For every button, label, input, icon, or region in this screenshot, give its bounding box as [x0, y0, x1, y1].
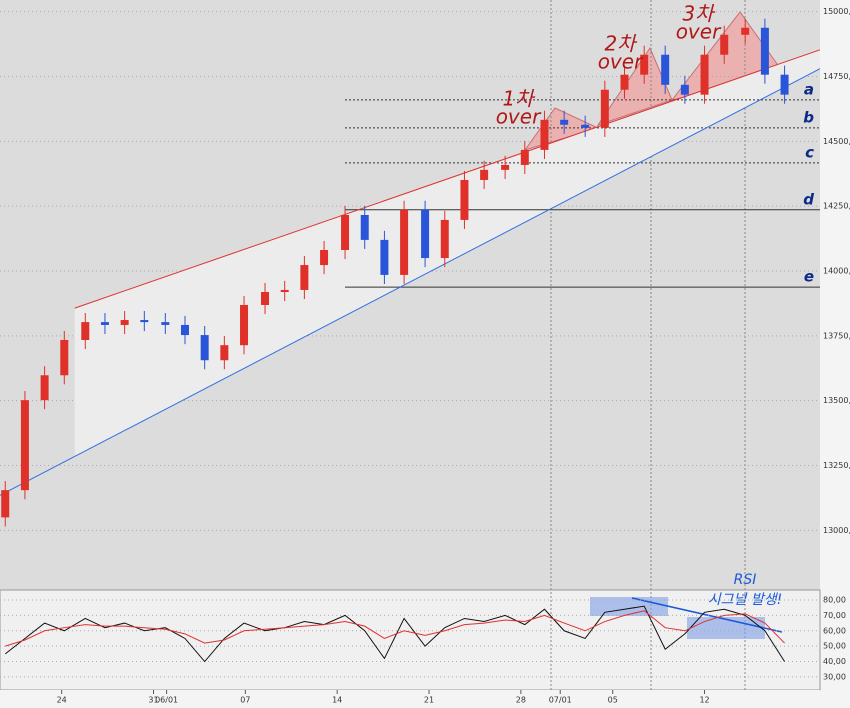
candle-body [741, 27, 750, 35]
candle-body [640, 54, 649, 75]
rsi-note: 시그널 발생! [708, 592, 782, 608]
y-tick-label: 14750,0 [823, 72, 850, 81]
candle-body [320, 250, 329, 266]
candle-body [560, 119, 569, 125]
level-label: b [803, 108, 814, 126]
level-label: a [804, 80, 814, 98]
candle-body [200, 335, 209, 361]
candle-body [60, 339, 69, 376]
y-tick-label: 70,00 [823, 611, 846, 620]
y-tick-label: 30,00 [823, 672, 846, 681]
y-tick-label: 13750,0 [823, 331, 850, 340]
candle-body [421, 209, 430, 259]
annotation: 1차 [502, 87, 536, 111]
y-tick-label: 40,00 [823, 657, 846, 666]
rsi-panel [0, 589, 821, 691]
candle-body [261, 292, 270, 305]
y-tick-label: 14000,0 [823, 267, 850, 276]
candle-body [140, 320, 149, 323]
candle-body [400, 209, 409, 275]
candle-body [180, 324, 189, 336]
y-tick-label: 15000,0 [823, 7, 850, 16]
annotation: 3차 [682, 2, 716, 26]
rsi-highlight [687, 617, 765, 639]
level-label: c [805, 143, 814, 161]
candle-body [680, 84, 689, 95]
candle-body [600, 89, 609, 128]
annotation: over [676, 20, 722, 44]
candle-body [120, 320, 129, 325]
y-tick-label: 13000,0 [823, 526, 850, 535]
candle-body [460, 179, 469, 220]
trend-line [74, 49, 821, 309]
rsi-trend [631, 597, 783, 633]
x-tick-label: 12 [699, 696, 709, 705]
candle-body [300, 265, 309, 290]
candle-body [20, 400, 29, 491]
time-axis [0, 690, 820, 708]
candle-body [720, 34, 729, 55]
candle-body [100, 322, 109, 325]
y-tick-label: 14250,0 [823, 202, 850, 211]
candle-body [220, 345, 229, 361]
x-tick-label: 07 [240, 696, 250, 705]
x-tick-label: 24 [57, 696, 67, 705]
x-tick-label: 28 [516, 696, 526, 705]
candle-body [1, 490, 10, 518]
x-tick-label: 06/01 [155, 696, 178, 705]
annotation: over [496, 105, 542, 129]
candle-body [360, 214, 369, 240]
candle-body [341, 214, 350, 251]
candle-body [240, 304, 249, 346]
candle-body [480, 169, 489, 180]
candle-body [620, 74, 629, 90]
candle-body [81, 322, 90, 340]
y-tick-label: 80,00 [823, 596, 846, 605]
candle-body [760, 27, 769, 75]
y-tick-label: 60,00 [823, 626, 846, 635]
channel-area [0, 49, 820, 496]
annotation: 2차 [604, 32, 638, 56]
candle-body [780, 74, 789, 95]
y-tick-label: 13250,0 [823, 461, 850, 470]
level-label: d [803, 190, 814, 208]
x-tick-label: 21 [424, 696, 434, 705]
candle-body [700, 54, 709, 95]
annotation: over [598, 50, 644, 74]
y-tick-label: 13500,0 [823, 396, 850, 405]
rsi-line [5, 610, 785, 647]
x-tick-label: 07/01 [549, 696, 572, 705]
y-tick-label: 14500,0 [823, 137, 850, 146]
y-tick-label: 50,00 [823, 642, 846, 651]
x-tick-label: 05 [608, 696, 618, 705]
candle-body [440, 219, 449, 259]
level-label: e [804, 268, 814, 286]
candle-body [501, 164, 510, 170]
x-tick-label: 31 [148, 696, 158, 705]
candle-body [520, 149, 529, 165]
trend-line [0, 68, 821, 496]
candle-body [661, 54, 670, 85]
candle-body [540, 119, 549, 150]
rsi-note: RSI [734, 572, 757, 588]
candle-body [581, 124, 590, 128]
axis-panel [820, 0, 850, 708]
candle-body [380, 239, 389, 275]
candle-body [280, 289, 289, 293]
x-tick-label: 14 [332, 696, 342, 705]
candle-body [161, 322, 170, 325]
candle-body [40, 375, 49, 401]
